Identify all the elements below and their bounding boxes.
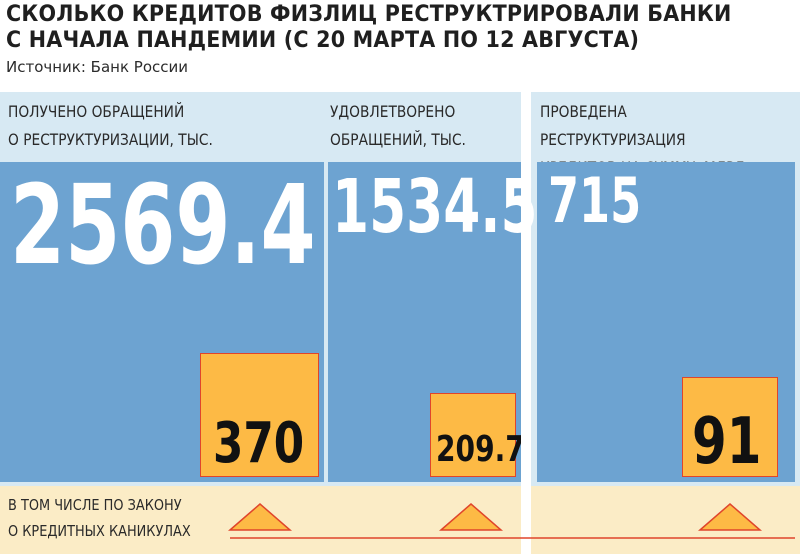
column-divider bbox=[521, 92, 531, 554]
pointer-triangle-approved bbox=[438, 503, 504, 531]
category-label-received: ПОЛУЧЕНО ОБРАЩЕНИЙ О РЕСТРУКТУРИЗАЦИИ, Т… bbox=[8, 102, 213, 149]
bottom-label: В ТОМ ЧИСЛЕ ПО ЗАКОНУ О КРЕДИТНЫХ КАНИКУ… bbox=[8, 496, 191, 540]
bar-holiday-received bbox=[200, 353, 319, 477]
value-label-received: 2569.4 bbox=[10, 161, 316, 289]
value-label-holiday-received: 370 bbox=[213, 411, 305, 476]
chart-title: СКОЛЬКО КРЕДИТОВ ФИЗЛИЦ РЕСТРУКТРИРОВАЛИ… bbox=[6, 2, 732, 53]
pointer-triangle-restructured-sum bbox=[697, 503, 763, 531]
bar-holiday-approved bbox=[430, 393, 516, 477]
bar-holiday-restructured-sum bbox=[682, 377, 778, 477]
value-label-holiday-approved: 209.7 bbox=[436, 429, 525, 470]
category-label-approved: УДОВЛЕТВОРЕНО ОБРАЩЕНИЙ, ТЫС. bbox=[330, 102, 466, 149]
value-label-approved: 1534.5 bbox=[332, 164, 538, 250]
value-label-holiday-restructured-sum: 91 bbox=[692, 405, 762, 479]
chart-source: Источник: Банк России bbox=[6, 58, 189, 76]
pointer-triangle-received bbox=[227, 503, 293, 531]
bottom-band-right bbox=[531, 486, 800, 554]
value-label-restructured-sum: 715 bbox=[548, 164, 642, 237]
